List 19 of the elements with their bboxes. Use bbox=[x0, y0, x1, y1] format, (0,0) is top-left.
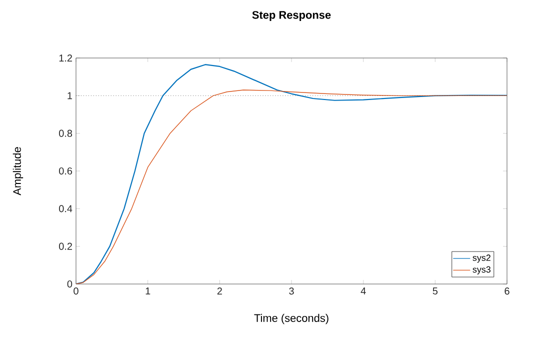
x-axis-title: Time (seconds) bbox=[254, 314, 328, 324]
x-tick-label: 2 bbox=[217, 288, 222, 294]
x-tick-label: 1 bbox=[146, 288, 150, 294]
y-tick-label: 0.2 bbox=[59, 242, 72, 250]
y-tick-label: 0 bbox=[67, 280, 72, 288]
chart-title: Step Response bbox=[252, 11, 331, 21]
x-tick-label: 5 bbox=[432, 288, 438, 294]
y-tick-label: 0.6 bbox=[59, 167, 72, 175]
y-tick-label: 0.8 bbox=[59, 130, 72, 137]
x-tick-label: 0 bbox=[74, 288, 78, 295]
legend-label: sys3 bbox=[472, 266, 490, 274]
y-tick-label: 1 bbox=[68, 92, 72, 100]
legend-label: sys2 bbox=[472, 254, 490, 263]
x-tick-label: 6 bbox=[504, 288, 510, 295]
x-tick-label: 4 bbox=[360, 288, 366, 294]
x-tick-label: 3 bbox=[289, 288, 294, 295]
y-axis-title: Amplitude bbox=[12, 147, 24, 196]
y-tick-label: 0.4 bbox=[59, 205, 72, 212]
y-tick-label: 1.2 bbox=[59, 54, 72, 62]
